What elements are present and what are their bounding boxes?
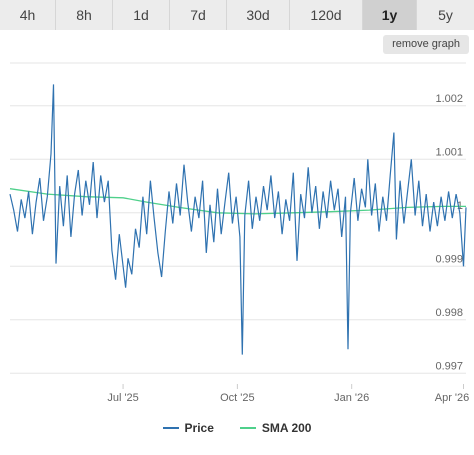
y-tick-label: 0.998: [435, 307, 463, 319]
tab-7d[interactable]: 7d: [170, 0, 227, 30]
x-tick-label: Jan '26: [334, 392, 369, 404]
legend-label-price: Price: [184, 421, 214, 435]
series-line-sma-200: [9, 188, 466, 215]
legend-item-price[interactable]: Price: [162, 421, 214, 435]
y-tick-label: 1.001: [435, 146, 463, 158]
x-axis-ticks: Jul '25 Oct '25 Jan '26 Apr '26: [107, 384, 469, 404]
y-tick-label: 0.999: [435, 253, 463, 265]
timeframe-tabs: 4h 8h 1d 7d 30d 120d 1y 5y: [0, 0, 474, 30]
y-tick-label: 0.997: [435, 360, 463, 372]
remove-graph-button[interactable]: remove graph: [383, 35, 469, 54]
legend-item-sma[interactable]: SMA 200: [239, 421, 312, 435]
tab-1d[interactable]: 1d: [113, 0, 170, 30]
legend-swatch-price: [162, 427, 179, 429]
tab-1y[interactable]: 1y: [363, 0, 417, 30]
tab-120d[interactable]: 120d: [290, 0, 363, 30]
tab-8h[interactable]: 8h: [56, 0, 113, 30]
tab-5y[interactable]: 5y: [417, 0, 474, 30]
x-tick-label: Oct '25: [220, 392, 255, 404]
legend-swatch-sma: [239, 427, 256, 429]
y-tick-label: 1.002: [435, 93, 463, 105]
x-tick-label: Jul '25: [107, 392, 138, 404]
tab-4h[interactable]: 4h: [0, 0, 56, 30]
series-line-price: [9, 84, 467, 355]
legend-label-sma: SMA 200: [261, 421, 312, 435]
chart-legend: Price SMA 200: [0, 421, 474, 435]
x-tick-label: Apr '26: [435, 392, 470, 404]
tab-30d[interactable]: 30d: [227, 0, 290, 30]
